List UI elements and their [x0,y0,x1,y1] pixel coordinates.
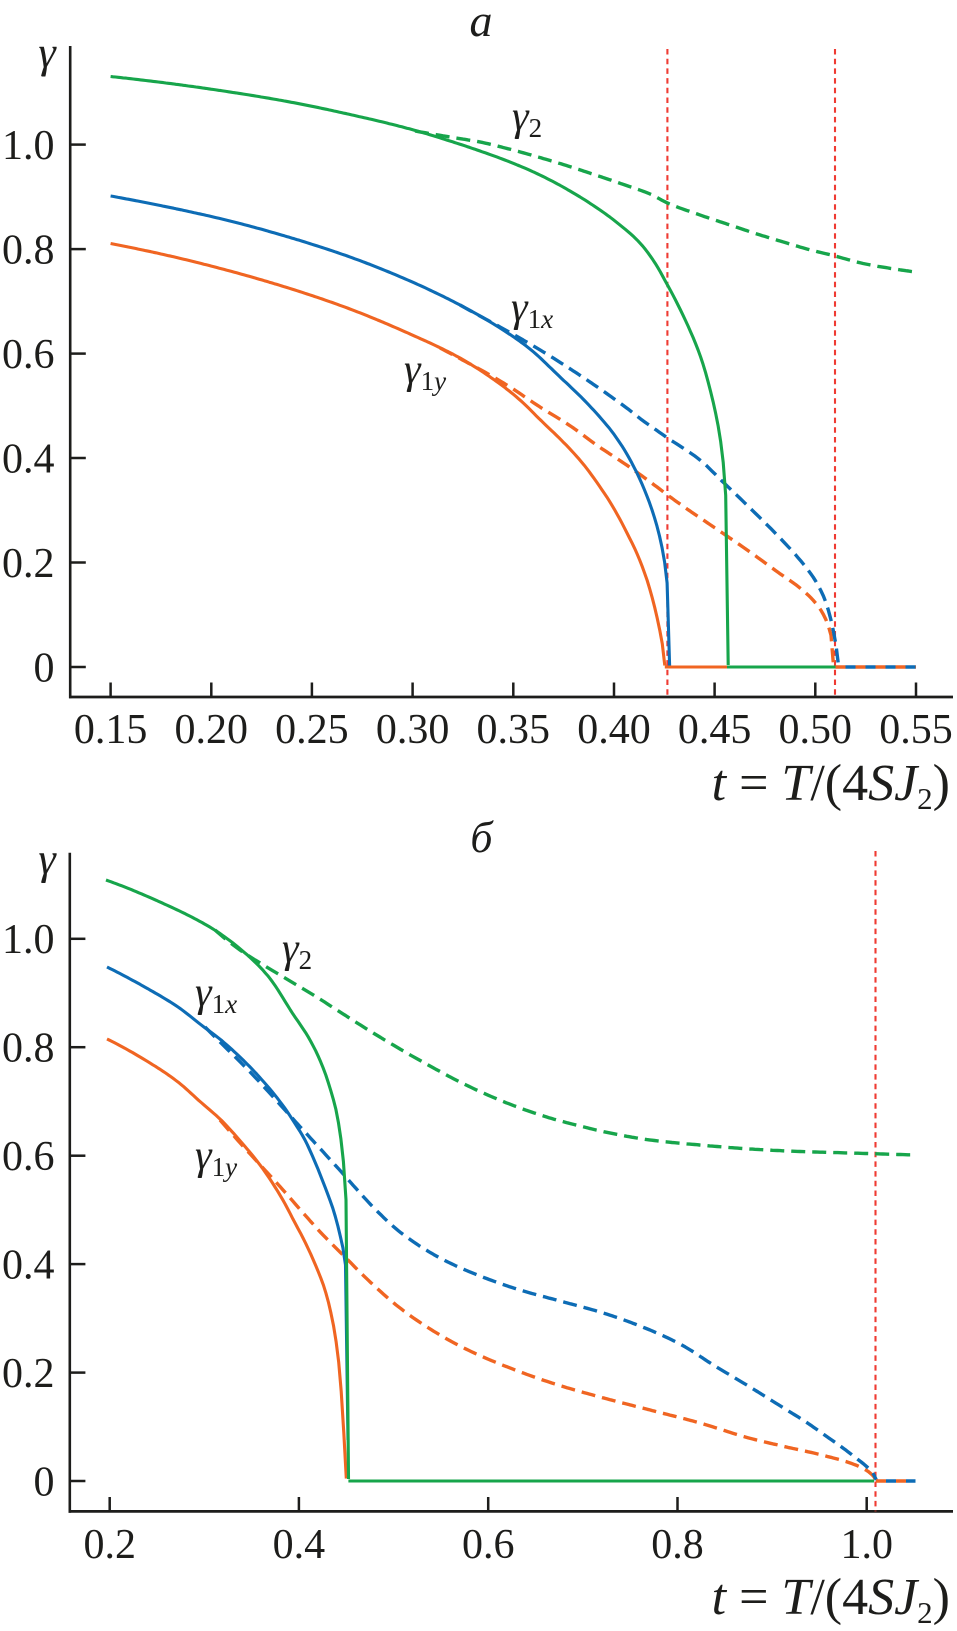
svg-text:0.2: 0.2 [83,1522,136,1568]
svg-text:0.4: 0.4 [2,1242,55,1288]
svg-text:0.30: 0.30 [376,707,450,753]
svg-text:0.40: 0.40 [577,707,651,753]
svg-text:0.50: 0.50 [779,707,853,753]
svg-text:0.25: 0.25 [275,707,349,753]
svg-text:0.2: 0.2 [2,541,55,587]
svg-text:1.0: 1.0 [2,123,55,169]
svg-text:1.0: 1.0 [840,1522,893,1568]
svg-text:t = T/(4SJ2): t = T/(4SJ2) [712,755,950,816]
svg-text:0.8: 0.8 [2,227,55,273]
svg-text:0.4: 0.4 [273,1522,326,1568]
svg-text:0.2: 0.2 [2,1351,55,1397]
svg-text:0.45: 0.45 [678,707,752,753]
svg-text:0: 0 [34,1459,55,1505]
svg-text:0.55: 0.55 [879,707,953,753]
svg-text:0.6: 0.6 [2,332,55,378]
svg-text:б: б [470,813,494,862]
svg-text:0.8: 0.8 [2,1026,55,1072]
svg-text:0.15: 0.15 [74,707,148,753]
svg-text:0.6: 0.6 [2,1134,55,1180]
svg-text:0.4: 0.4 [2,436,55,482]
svg-text:0.8: 0.8 [651,1522,704,1568]
svg-text:a: a [470,0,493,46]
svg-text:0.6: 0.6 [462,1522,515,1568]
svg-text:γ: γ [38,835,57,884]
svg-text:0.20: 0.20 [175,707,249,753]
svg-text:γ1y: γ1y [195,1133,237,1182]
svg-text:γ: γ [38,28,57,77]
svg-text:0.35: 0.35 [477,707,551,753]
svg-text:0: 0 [34,645,55,691]
svg-text:t = T/(4SJ2): t = T/(4SJ2) [712,1569,950,1630]
svg-text:1.0: 1.0 [2,917,55,963]
